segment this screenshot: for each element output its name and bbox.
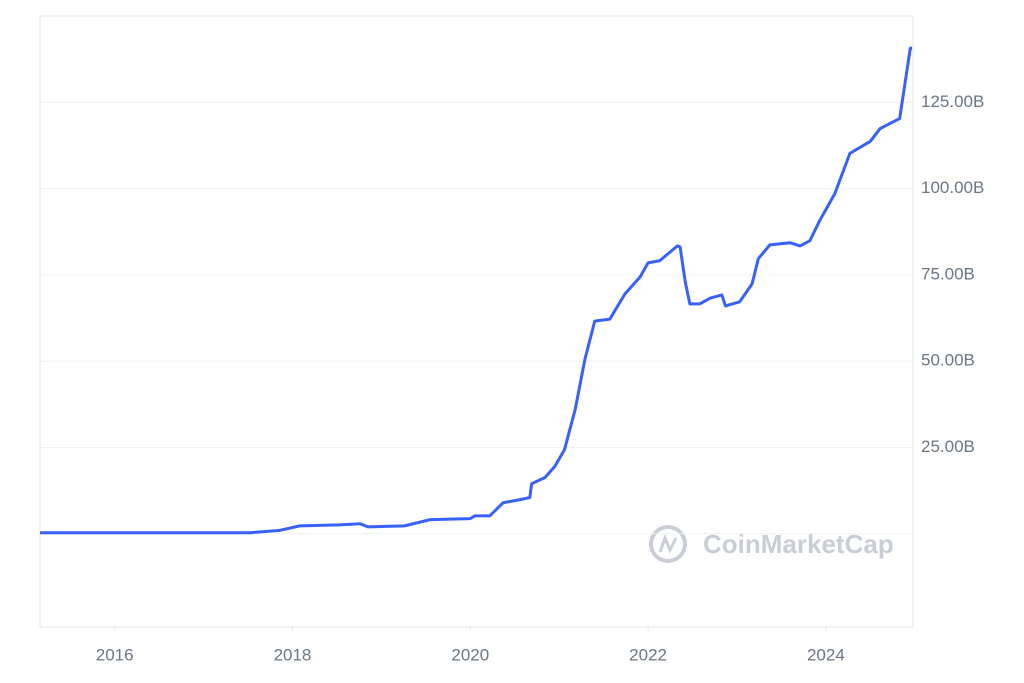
x-tick-label: 2016 xyxy=(96,645,134,664)
plot-frame xyxy=(39,15,914,628)
y-tick-label: 50.00B xyxy=(921,351,975,370)
x-tick-label: 2020 xyxy=(451,645,489,664)
y-tick-label: 25.00B xyxy=(921,437,975,456)
y-tick-label: 100.00B xyxy=(921,178,984,197)
x-tick-label: 2018 xyxy=(274,645,312,664)
y-tick-label: 75.00B xyxy=(921,264,975,283)
x-tick-label: 2022 xyxy=(629,645,667,664)
y-tick-label: 125.00B xyxy=(921,92,984,111)
x-tick-label: 2024 xyxy=(807,645,845,664)
watermark-logo xyxy=(649,525,687,563)
data-line xyxy=(40,46,913,535)
